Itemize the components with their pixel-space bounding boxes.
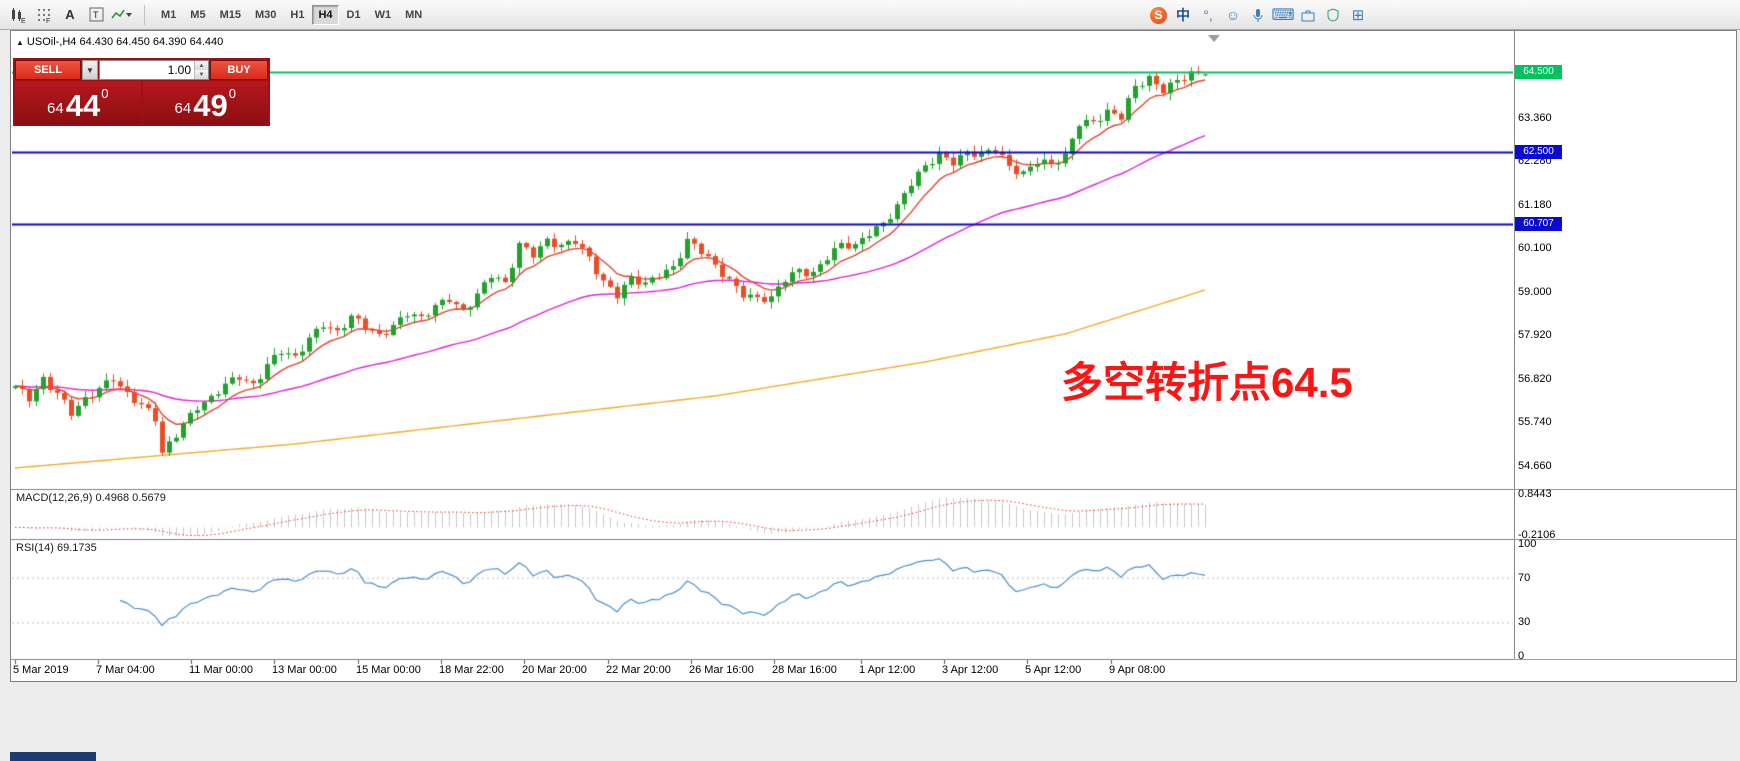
bottom-strip [10, 752, 96, 761]
sell-price-tile[interactable]: 64 44 0 [15, 81, 141, 125]
timeaxis-separator [11, 659, 1736, 660]
text-tool-icon[interactable]: A [65, 7, 75, 22]
time-tick-label: 15 Mar 00:00 [356, 664, 421, 676]
ime-toolbar: S 中 °, ☺ ⌨ ⊞ [1150, 2, 1367, 28]
time-tick-label: 7 Mar 04:00 [96, 664, 155, 676]
svg-text:T: T [93, 10, 99, 20]
timeframe-button-M5[interactable]: M5 [190, 8, 206, 21]
buy-button[interactable]: BUY [210, 60, 268, 80]
chart-canvas[interactable] [12, 32, 1513, 682]
voice-input-icon[interactable] [1249, 5, 1267, 25]
price-tick-label: 63.360 [1518, 111, 1552, 124]
chart-tools-group: E F A T [0, 4, 140, 26]
price-line-badge: 60.707 [1515, 216, 1562, 231]
volume-up-button[interactable]: ▲ [195, 61, 208, 70]
timeframe-button-H1[interactable]: H1 [290, 8, 305, 21]
volume-input[interactable] [100, 62, 194, 78]
grid-icon[interactable]: F [32, 4, 56, 26]
grid-layout-icon[interactable]: ⊞ [1351, 7, 1365, 24]
toolbox-icon[interactable] [1299, 5, 1317, 25]
svg-text:F: F [46, 18, 50, 23]
time-tick-label: 13 Mar 00:00 [272, 664, 337, 676]
main-toolbar: E F A T [0, 0, 1740, 30]
buy-price-sup: 0 [228, 86, 236, 101]
timeframe-button-M15[interactable]: M15 [219, 8, 241, 21]
rsi-label: RSI(14) 69.1735 [16, 542, 97, 554]
emoji-icon[interactable]: ☺ [1225, 7, 1241, 23]
soft-keyboard-icon[interactable]: ⌨ [1271, 7, 1295, 24]
price-tick-label: 60.100 [1518, 242, 1552, 254]
price-line-badge: 62.500 [1515, 145, 1562, 159]
price-tick-label: 61.180 [1518, 198, 1552, 211]
macd-scale-max: 0.8443 [1518, 488, 1552, 500]
symbol-ohlc-line: ▲ USOil-,H4 64.430 64.450 64.390 64.440 [16, 36, 224, 48]
svg-text:E: E [21, 18, 26, 23]
rsi-scale-label: 100 [1518, 538, 1537, 550]
rsi-scale-label: 30 [1518, 616, 1531, 629]
buy-price-big: 64 [174, 100, 192, 117]
skin-icon[interactable] [1324, 5, 1342, 25]
macd-label: MACD(12,26,9) 0.4968 0.5679 [16, 492, 166, 504]
price-tick-label: 59.000 [1518, 286, 1552, 298]
chart-mode-icon[interactable]: E [6, 4, 30, 26]
buy-price-pips: 49 [193, 88, 228, 123]
sogou-logo-icon[interactable]: S [1150, 6, 1167, 24]
time-tick-label: 11 Mar 00:00 [189, 664, 254, 676]
sell-dropdown-icon[interactable]: ▼ [82, 60, 98, 80]
sell-price-big: 64 [47, 100, 64, 117]
timeframe-button-M1[interactable]: M1 [161, 8, 177, 21]
price-tick-label: 55.740 [1518, 416, 1552, 429]
volume-down-button[interactable]: ▼ [195, 70, 208, 79]
rsi-splitter[interactable] [11, 539, 1736, 540]
time-tick-label: 3 Apr 12:00 [942, 664, 999, 676]
sell-price-pips: 44 [65, 88, 101, 123]
timeframe-button-D1[interactable]: D1 [346, 8, 361, 21]
time-tick-label: 20 Mar 20:00 [522, 664, 587, 676]
time-tick-label: 28 Mar 16:00 [772, 664, 837, 676]
chart-window: ▲ USOil-,H4 64.430 64.450 64.390 64.440 S… [10, 30, 1737, 682]
volume-field: ▲ ▼ [99, 60, 209, 80]
label-tool-icon[interactable]: T [84, 4, 108, 26]
timeframe-button-M30[interactable]: M30 [254, 8, 277, 21]
time-tick-label: 9 Apr 08:00 [1109, 664, 1166, 676]
punctuation-icon[interactable]: °, [1203, 7, 1213, 23]
toolbar-separator [144, 4, 145, 25]
sell-price-sup: 0 [101, 86, 109, 101]
time-tick-label: 5 Apr 12:00 [1025, 664, 1082, 676]
indicators-dropdown-icon[interactable] [110, 4, 134, 26]
sell-button[interactable]: SELL [15, 60, 81, 80]
price-tick-label: 56.820 [1518, 373, 1552, 386]
rsi-scale-label: 70 [1518, 571, 1531, 584]
macd-scale-min: -0.2106 [1518, 529, 1556, 541]
price-tick-label: 54.660 [1518, 459, 1552, 472]
macd-splitter[interactable] [11, 489, 1736, 490]
time-tick-label: 1 Apr 12:00 [859, 664, 916, 676]
timeframe-button-H4[interactable]: H4 [312, 4, 339, 25]
price-line-badge: 64.500 [1515, 65, 1562, 79]
buy-price-tile[interactable]: 64 49 0 [142, 81, 268, 125]
time-tick-label: 22 Mar 20:00 [606, 664, 671, 676]
rsi-scale-label: 0 [1518, 650, 1525, 662]
chart-icon: ▲ [16, 38, 24, 47]
timeframe-button-W1[interactable]: W1 [374, 8, 392, 21]
time-tick-label: 5 Mar 2019 [13, 664, 69, 676]
chinese-mode-icon[interactable]: 中 [1176, 7, 1190, 23]
chart-text-annotation[interactable]: 多空转折点64.5 [1061, 359, 1353, 406]
timeframe-group: M1 M5 M15 M30 H1 H4 D1 W1 MN [149, 4, 434, 25]
timeframe-button-MN[interactable]: MN [405, 8, 423, 21]
time-tick-label: 26 Mar 16:00 [689, 664, 754, 676]
price-axis-line [1514, 31, 1515, 659]
price-tick-label: 57.920 [1518, 329, 1552, 342]
time-tick-label: 18 Mar 22:00 [439, 664, 504, 676]
